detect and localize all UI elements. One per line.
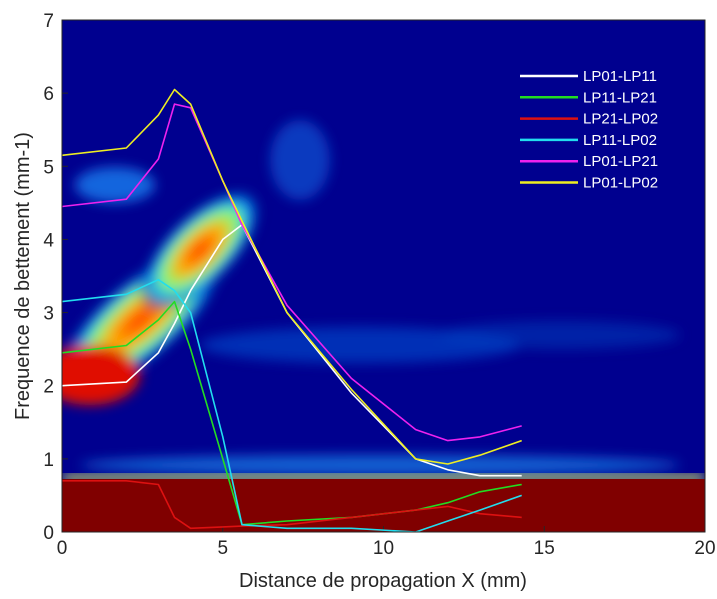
plot-frame <box>61 19 706 533</box>
legend-label: LP01-LP11 <box>583 68 657 85</box>
series-line <box>62 480 522 530</box>
band <box>62 479 705 532</box>
legend: LP01-LP11 LP11-LP21 LP21-LP02 LP11-LP02 LP01… <box>520 68 658 192</box>
ticks: 0 5 10 15 20 0 1 2 3 4 5 6 7 <box>43 11 715 559</box>
y-tick-label: 3 <box>43 304 54 325</box>
legend-label: LP01-LP21 <box>583 153 658 170</box>
x-tick-label: 20 <box>694 538 715 559</box>
legend-label: LP21-LP02 <box>583 111 658 128</box>
y-tick-label: 6 <box>43 84 54 105</box>
legend-label: LP11-LP21 <box>583 89 657 106</box>
series-line <box>62 278 522 532</box>
y-tick-label: 7 <box>43 11 54 32</box>
y-tick-label: 1 <box>43 450 54 471</box>
legend-label: LP11-LP02 <box>583 132 657 149</box>
y-tick-label: 2 <box>43 377 54 398</box>
legend-label: LP01-LP02 <box>583 175 658 192</box>
y-tick-label: 5 <box>43 157 54 178</box>
x-tick-label: 15 <box>534 538 555 559</box>
heatmap-background <box>62 20 705 532</box>
series-line <box>62 103 522 442</box>
y-tick-label: 4 <box>43 230 54 251</box>
x-tick-label: 10 <box>373 538 394 559</box>
heat-blobs <box>62 120 680 475</box>
band-edge <box>62 474 705 482</box>
lines <box>62 88 522 532</box>
x-axis-label: Distance de propagation X (mm) <box>239 570 527 592</box>
y-tick-label: 0 <box>43 523 54 544</box>
x-tick-label: 0 <box>57 538 68 559</box>
x-tick-label: 5 <box>217 538 228 559</box>
y-axis-label: Frequence de bettement (mm-1) <box>12 132 34 420</box>
series-line <box>62 88 522 465</box>
